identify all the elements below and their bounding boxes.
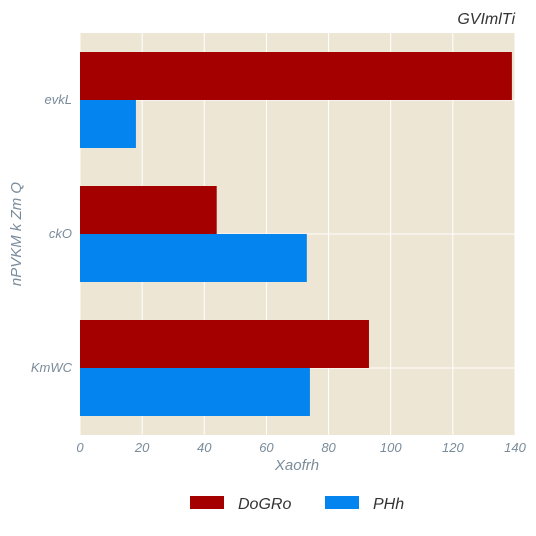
bar-PHh-evkL xyxy=(80,100,136,148)
legend-label-PHh: PHh xyxy=(373,496,404,513)
legend-swatch-PHh xyxy=(325,496,359,509)
x-axis-label: Xaofrh xyxy=(274,457,319,474)
x-tick-label: 0 xyxy=(76,440,84,455)
bar-PHh-ckO xyxy=(80,234,307,282)
legend: DoGRo PHh xyxy=(190,496,404,513)
x-tick-label: 40 xyxy=(197,440,212,455)
y-tick-label: evkL xyxy=(45,92,72,107)
bar-DoGRo-evkL xyxy=(80,52,512,100)
legend-swatch-DoGRo xyxy=(190,496,224,509)
y-tick-label: KmWC xyxy=(31,360,73,375)
bar-PHh-KmWC xyxy=(80,368,310,416)
legend-label-DoGRo: DoGRo xyxy=(238,496,291,513)
x-tick-label: 120 xyxy=(442,440,464,455)
chart-title: GVImlTi xyxy=(457,11,515,28)
y-axis-label: nPVKM k Zm Q xyxy=(8,182,25,287)
x-tick-label: 140 xyxy=(504,440,526,455)
bars xyxy=(80,52,512,416)
x-tick-label: 80 xyxy=(321,440,336,455)
bar-DoGRo-KmWC xyxy=(80,320,369,368)
y-tick-label: ckO xyxy=(49,226,72,241)
x-tick-label: 60 xyxy=(259,440,274,455)
x-tick-label: 100 xyxy=(380,440,402,455)
x-tick-label: 20 xyxy=(134,440,150,455)
bar-DoGRo-ckO xyxy=(80,186,217,234)
tick-labels: 0 20 40 60 80 100 120 140 KmWC ckO evkL xyxy=(31,92,527,455)
